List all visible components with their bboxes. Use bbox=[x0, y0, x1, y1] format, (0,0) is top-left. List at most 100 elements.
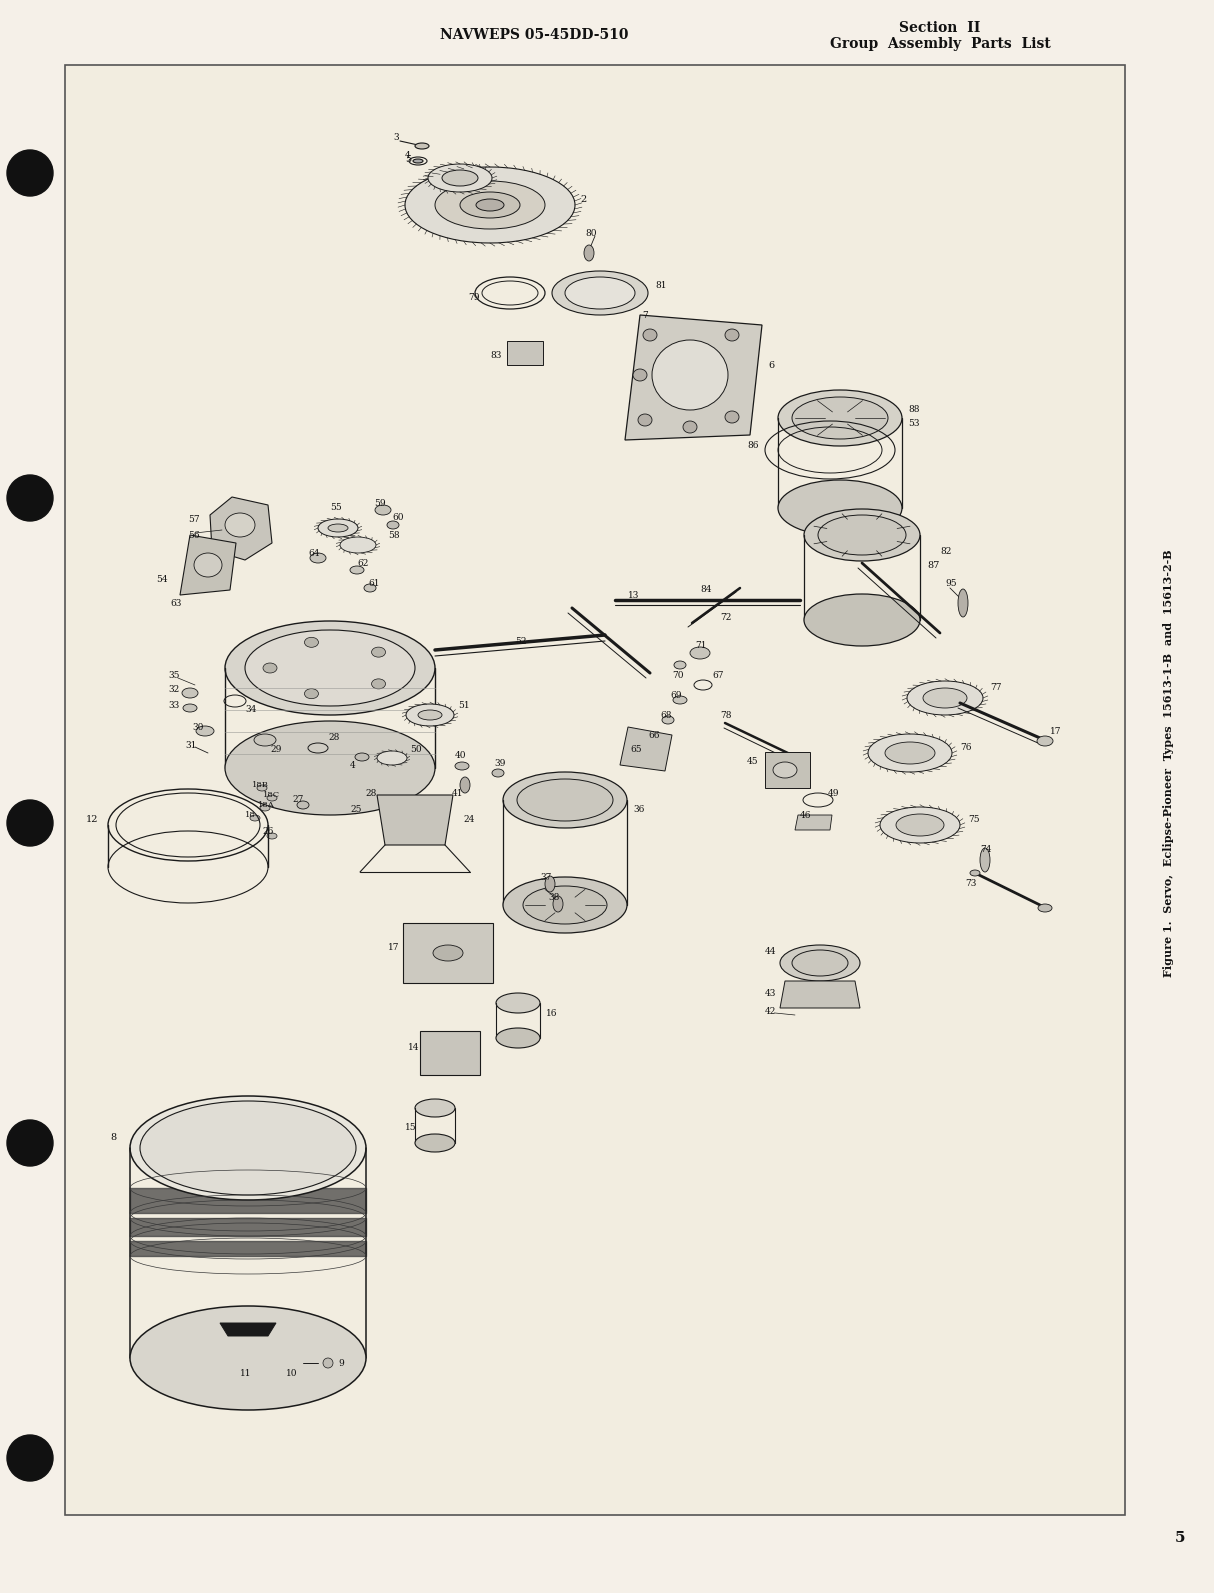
Ellipse shape bbox=[497, 992, 540, 1013]
Text: 66: 66 bbox=[648, 731, 659, 739]
Text: 25: 25 bbox=[350, 806, 362, 814]
Circle shape bbox=[7, 150, 53, 196]
Ellipse shape bbox=[880, 808, 960, 843]
Ellipse shape bbox=[804, 510, 920, 561]
Text: 88: 88 bbox=[908, 406, 919, 414]
Circle shape bbox=[7, 1435, 53, 1481]
Ellipse shape bbox=[418, 710, 442, 720]
Text: 77: 77 bbox=[989, 683, 1002, 693]
Text: 63: 63 bbox=[170, 599, 181, 607]
Text: 24: 24 bbox=[463, 816, 475, 825]
Ellipse shape bbox=[725, 330, 739, 341]
Ellipse shape bbox=[267, 833, 277, 840]
Text: 4: 4 bbox=[405, 150, 410, 159]
Ellipse shape bbox=[435, 182, 545, 229]
Polygon shape bbox=[378, 795, 453, 844]
Polygon shape bbox=[765, 752, 810, 789]
Text: 64: 64 bbox=[308, 548, 319, 558]
Text: 55: 55 bbox=[330, 503, 342, 513]
Ellipse shape bbox=[250, 816, 260, 820]
Ellipse shape bbox=[503, 878, 626, 933]
Ellipse shape bbox=[371, 679, 386, 688]
Circle shape bbox=[7, 800, 53, 846]
Text: 75: 75 bbox=[968, 816, 980, 825]
Polygon shape bbox=[420, 1031, 480, 1075]
Ellipse shape bbox=[225, 722, 435, 816]
Ellipse shape bbox=[980, 847, 989, 871]
Ellipse shape bbox=[804, 594, 920, 647]
Text: 45: 45 bbox=[747, 758, 759, 766]
Text: 42: 42 bbox=[765, 1007, 777, 1015]
Circle shape bbox=[7, 475, 53, 521]
Text: 68: 68 bbox=[660, 710, 671, 720]
Text: 67: 67 bbox=[711, 671, 724, 680]
Text: 33: 33 bbox=[168, 701, 180, 709]
Ellipse shape bbox=[130, 1096, 365, 1200]
Ellipse shape bbox=[350, 566, 364, 573]
Ellipse shape bbox=[896, 814, 944, 836]
Ellipse shape bbox=[415, 143, 429, 150]
Ellipse shape bbox=[907, 680, 983, 715]
Text: 26: 26 bbox=[262, 827, 273, 835]
Ellipse shape bbox=[958, 589, 968, 616]
Ellipse shape bbox=[375, 505, 391, 515]
Text: 72: 72 bbox=[720, 613, 731, 623]
Ellipse shape bbox=[584, 245, 594, 261]
Ellipse shape bbox=[318, 519, 358, 537]
Ellipse shape bbox=[690, 647, 710, 660]
Polygon shape bbox=[620, 726, 673, 771]
Text: 51: 51 bbox=[458, 701, 470, 709]
Ellipse shape bbox=[503, 773, 626, 828]
Ellipse shape bbox=[433, 945, 463, 961]
Ellipse shape bbox=[267, 795, 277, 801]
Text: 74: 74 bbox=[980, 846, 992, 854]
Ellipse shape bbox=[364, 585, 376, 593]
Text: 57: 57 bbox=[188, 516, 199, 524]
Polygon shape bbox=[795, 816, 832, 830]
Text: 81: 81 bbox=[656, 280, 666, 290]
Text: 70: 70 bbox=[673, 671, 683, 680]
Text: 28: 28 bbox=[328, 733, 340, 742]
Ellipse shape bbox=[639, 414, 652, 425]
Text: 40: 40 bbox=[455, 750, 466, 760]
Text: 49: 49 bbox=[828, 789, 840, 798]
Text: 30: 30 bbox=[192, 723, 204, 733]
Ellipse shape bbox=[725, 411, 739, 424]
Ellipse shape bbox=[225, 621, 435, 715]
Ellipse shape bbox=[683, 421, 697, 433]
Ellipse shape bbox=[405, 167, 575, 244]
Ellipse shape bbox=[818, 515, 906, 554]
Ellipse shape bbox=[387, 521, 399, 529]
Ellipse shape bbox=[674, 661, 686, 669]
Ellipse shape bbox=[497, 1027, 540, 1048]
Ellipse shape bbox=[552, 271, 648, 315]
Text: 29: 29 bbox=[270, 746, 282, 755]
Ellipse shape bbox=[297, 801, 310, 809]
Text: 73: 73 bbox=[965, 878, 976, 887]
Ellipse shape bbox=[323, 1357, 333, 1368]
Text: 76: 76 bbox=[960, 744, 971, 752]
Ellipse shape bbox=[429, 164, 492, 193]
Text: 39: 39 bbox=[494, 758, 505, 768]
Text: 13: 13 bbox=[628, 591, 640, 599]
Ellipse shape bbox=[792, 397, 887, 440]
Polygon shape bbox=[210, 497, 272, 561]
Ellipse shape bbox=[885, 742, 935, 765]
Text: Figure 1.  Servo,  Eclipse-Pioneer  Types  15613-1-B  and  15613-2-B: Figure 1. Servo, Eclipse-Pioneer Types 1… bbox=[1163, 550, 1174, 977]
Text: 18B: 18B bbox=[253, 781, 268, 789]
Text: 71: 71 bbox=[694, 640, 707, 650]
Text: 61: 61 bbox=[368, 578, 380, 588]
Ellipse shape bbox=[662, 715, 674, 723]
Text: 69: 69 bbox=[670, 690, 681, 699]
Text: 32: 32 bbox=[168, 685, 180, 695]
Ellipse shape bbox=[778, 479, 902, 535]
Ellipse shape bbox=[643, 330, 657, 341]
Ellipse shape bbox=[778, 390, 902, 446]
Ellipse shape bbox=[673, 696, 687, 704]
Polygon shape bbox=[781, 981, 860, 1008]
Ellipse shape bbox=[140, 1101, 356, 1195]
Text: 79: 79 bbox=[469, 293, 480, 303]
Text: 14: 14 bbox=[408, 1043, 420, 1053]
Ellipse shape bbox=[792, 949, 849, 977]
Text: 36: 36 bbox=[632, 806, 645, 814]
